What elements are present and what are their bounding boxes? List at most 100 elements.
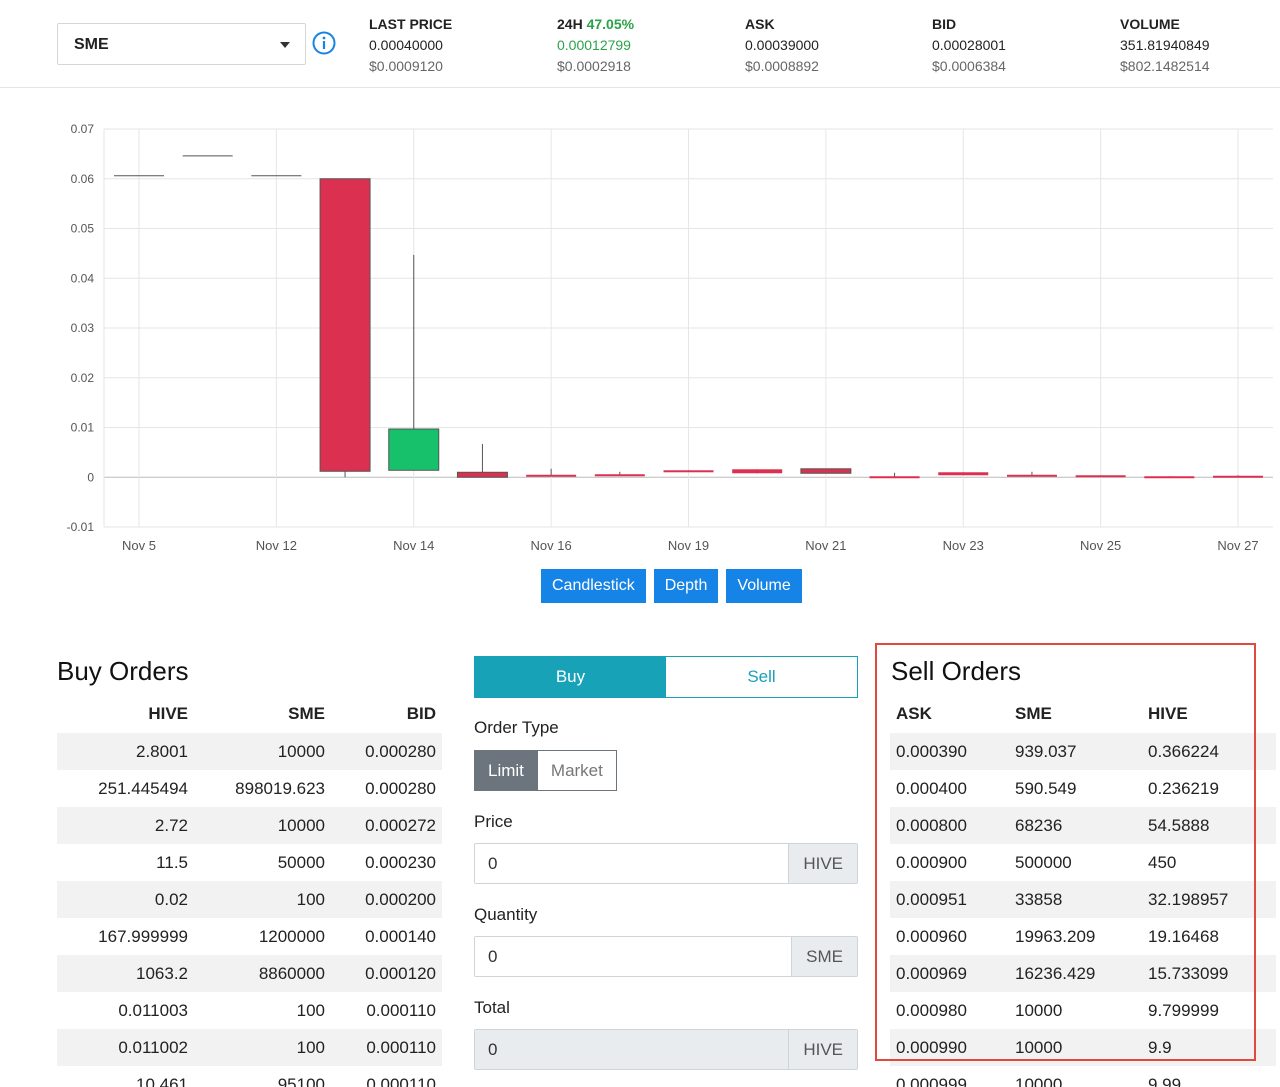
candle-body	[319, 178, 371, 472]
y-tick-label: 0.05	[71, 222, 95, 236]
volume-button[interactable]: Volume	[726, 569, 802, 603]
table-cell: 8860000	[194, 955, 331, 992]
stat-ask: ASK 0.00039000 $0.0008892	[745, 14, 819, 77]
table-cell: 10000	[194, 733, 331, 770]
y-tick-label: 0.02	[71, 371, 95, 385]
market-button[interactable]: Market	[537, 750, 617, 791]
stat-label: LAST PRICE	[369, 16, 453, 32]
price-link[interactable]: 0.000140	[365, 926, 436, 946]
price-link[interactable]: 0.000400	[896, 778, 967, 798]
table-row[interactable]: 0.000980 10000 9.799999	[890, 992, 1276, 1029]
depth-button[interactable]: Depth	[653, 569, 719, 603]
table-cell: 19.16468	[1148, 926, 1219, 946]
stat-24h: 24H 47.05% 0.00012799 $0.0002918	[557, 14, 634, 77]
table-row[interactable]: 0.000951 33858 32.198957	[890, 881, 1276, 918]
price-link[interactable]: 0.000390	[890, 733, 1009, 770]
price-link[interactable]: 0.000800	[890, 807, 1009, 844]
price-link[interactable]: 0.000960	[896, 926, 967, 946]
table-row[interactable]: 2.8001 10000 0.000280	[57, 733, 442, 770]
table-row[interactable]: 251.445494 898019.623 0.000280	[57, 770, 442, 807]
stat-bid: BID 0.00028001 $0.0006384	[932, 14, 1006, 77]
table-row[interactable]: 0.000999 10000 9.99	[890, 1066, 1276, 1087]
tab-sell[interactable]: Sell	[666, 657, 857, 697]
column-header-hive: HIVE	[1148, 704, 1188, 723]
table-cell: 167.999999	[98, 926, 188, 946]
table-row[interactable]: 10.461 95100 0.000110	[57, 1066, 442, 1087]
limit-button[interactable]: Limit	[474, 750, 538, 791]
stat-percent-change: 47.05%	[586, 16, 635, 32]
total-unit: HIVE	[788, 1030, 857, 1069]
price-link[interactable]: 0.000980	[896, 1000, 967, 1020]
table-cell: 95100	[277, 1074, 325, 1087]
price-link[interactable]: 0.000280	[365, 778, 436, 798]
price-link[interactable]: 0.000280	[331, 733, 442, 770]
table-row[interactable]: 0.000960 19963.209 19.16468	[890, 918, 1276, 955]
y-tick-label: 0.06	[71, 172, 95, 186]
table-row[interactable]: 2.72 10000 0.000272	[57, 807, 442, 844]
x-tick-label: Nov 23	[943, 538, 984, 553]
price-link[interactable]: 0.000110	[331, 1029, 442, 1066]
stat-value: 0.00040000	[369, 37, 443, 53]
table-cell: 0.011003	[118, 1000, 188, 1020]
stat-usd: $0.0006384	[932, 58, 1006, 74]
table-cell: 2.8001	[57, 733, 194, 770]
table-row[interactable]: 167.999999 1200000 0.000140	[57, 918, 442, 955]
table-row[interactable]: 0.02 100 0.000200	[57, 881, 442, 918]
price-link[interactable]: 0.000969	[890, 955, 1009, 992]
table-row[interactable]: 0.000990 10000 9.9	[890, 1029, 1276, 1066]
table-row[interactable]: 0.000969 16236.429 15.733099	[890, 955, 1276, 992]
price-link[interactable]: 0.000999	[896, 1074, 967, 1087]
price-link[interactable]: 0.000900	[896, 852, 967, 872]
stat-usd: $802.1482514	[1120, 58, 1210, 74]
y-tick-label: 0	[87, 470, 94, 484]
table-row[interactable]: 1063.2 8860000 0.000120	[57, 955, 442, 992]
table-header-row: ASK SME HIVE	[890, 695, 1276, 733]
info-icon[interactable]	[312, 31, 336, 55]
candle-body	[1144, 476, 1195, 479]
price-input-group: 0 HIVE	[474, 843, 858, 884]
token-select[interactable]: SME	[57, 23, 306, 65]
table-cell: 500000	[1015, 852, 1072, 872]
tab-buy[interactable]: Buy	[475, 657, 666, 697]
price-link[interactable]: 0.000200	[331, 881, 442, 918]
table-cell: 15.733099	[1142, 955, 1276, 992]
sell-orders-title: Sell Orders	[891, 656, 1022, 686]
candlestick-button[interactable]: Candlestick	[541, 569, 646, 603]
table-cell: 10000	[1015, 1074, 1063, 1087]
table-cell: 0.236219	[1148, 778, 1219, 798]
table-row[interactable]: 11.5 50000 0.000230	[57, 844, 442, 881]
y-tick-label: 0.04	[71, 271, 95, 285]
price-link[interactable]: 0.000230	[365, 852, 436, 872]
table-row[interactable]: 0.000400 590.549 0.236219	[890, 770, 1276, 807]
price-link[interactable]: 0.000110	[366, 1074, 436, 1087]
x-tick-label: Nov 21	[805, 538, 846, 553]
table-cell: 10000	[194, 807, 331, 844]
table-cell: 0.366224	[1142, 733, 1276, 770]
table-cell: 590.549	[1015, 778, 1077, 798]
price-link[interactable]: 0.000272	[331, 807, 442, 844]
y-tick-label: 0.01	[71, 421, 95, 435]
candle-body	[1075, 475, 1126, 478]
price-input[interactable]: 0	[475, 844, 789, 883]
table-row[interactable]: 0.000800 68236 54.5888	[890, 807, 1276, 844]
x-tick-label: Nov 12	[256, 538, 297, 553]
table-row[interactable]: 0.011002 100 0.000110	[57, 1029, 442, 1066]
quantity-input[interactable]: 0	[475, 937, 792, 976]
table-cell: 16236.429	[1009, 955, 1142, 992]
table-row[interactable]: 0.011003 100 0.000110	[57, 992, 442, 1029]
y-tick-label: 0.03	[71, 321, 95, 335]
price-chart: 0.07 0.06 0.05 0.04 0.03 0.02 0.01 0 -0.01 Nov 5 N…	[0, 100, 1280, 560]
table-cell: 19963.209	[1015, 926, 1096, 946]
table-row[interactable]: 0.000390 939.037 0.366224	[890, 733, 1276, 770]
x-tick-label: Nov 25	[1080, 538, 1121, 553]
stat-label: VOLUME	[1120, 16, 1180, 32]
price-link[interactable]: 0.000951	[890, 881, 1009, 918]
table-cell: 10000	[1015, 1000, 1063, 1020]
table-row[interactable]: 0.000900 500000 450	[890, 844, 1276, 881]
price-link[interactable]: 0.000110	[366, 1000, 436, 1020]
stat-last-price: LAST PRICE 0.00040000 $0.0009120	[369, 14, 452, 77]
candle-body	[663, 470, 714, 473]
price-link[interactable]: 0.000990	[890, 1029, 1009, 1066]
stat-usd: $0.0009120	[369, 58, 443, 74]
price-link[interactable]: 0.000120	[331, 955, 442, 992]
